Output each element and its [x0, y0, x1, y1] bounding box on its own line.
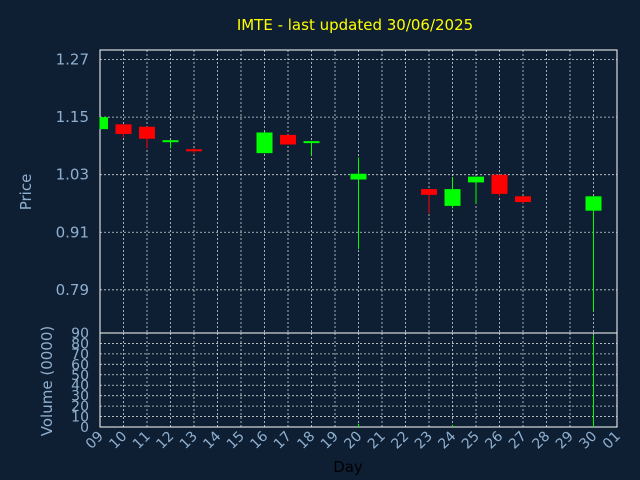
x-tick-label: 28 — [529, 429, 553, 453]
candle — [421, 189, 437, 214]
candle — [280, 134, 296, 145]
volume-plot-frame — [99, 332, 618, 428]
candle-body — [256, 132, 273, 154]
candle-body — [515, 196, 531, 203]
candle-body — [444, 189, 461, 206]
x-tick-label: 26 — [482, 428, 506, 452]
x-tick-label: 18 — [294, 429, 318, 453]
price-tick-label: 1.03 — [56, 166, 89, 184]
chart-title: IMTE - last updated 30/06/2025 — [237, 16, 473, 34]
price-tick-label: 0.91 — [56, 223, 89, 241]
volume-tick-label: 0 — [80, 420, 89, 436]
candle — [468, 176, 484, 204]
candle — [491, 174, 508, 197]
price-tick-label: 0.79 — [56, 281, 89, 299]
x-tick-label: 22 — [388, 429, 412, 453]
candle — [139, 126, 155, 149]
candle — [515, 196, 531, 204]
candle — [350, 157, 367, 250]
candle-body — [100, 117, 108, 130]
candle-body — [421, 189, 437, 195]
x-tick-labels: 09 10 11 12 13 14 15 16 17 18 19 20 21 22 23 24 25 26 27 28… — [83, 428, 624, 452]
x-tick-label: 29 — [553, 429, 577, 453]
x-tick-label: 14 — [200, 428, 224, 452]
x-tick-label: 23 — [412, 429, 436, 453]
x-tick-label: 01 — [600, 429, 624, 453]
x-tick-label: 19 — [318, 429, 342, 453]
x-tick-label: 21 — [365, 429, 389, 453]
candle — [115, 124, 132, 138]
price-tick-labels: 1.27 1.15 1.03 0.91 0.79 — [56, 51, 89, 299]
volume-tick-label: 10 — [71, 410, 89, 426]
price-tick-label: 1.27 — [56, 51, 89, 69]
volume-grid — [100, 333, 617, 427]
volume-tick-label: 60 — [71, 357, 89, 373]
price-tick-label: 1.15 — [56, 108, 89, 126]
volume-tick-label: 40 — [71, 378, 89, 394]
candle — [256, 131, 273, 154]
x-tick-label: 10 — [106, 429, 130, 453]
candle-body — [468, 176, 484, 183]
volume-tick-label: 90 — [71, 326, 89, 342]
candle-body — [115, 124, 132, 134]
volume-tick-label: 80 — [71, 336, 89, 352]
candle-body — [280, 134, 296, 145]
x-tick-label: 20 — [341, 429, 365, 453]
price-panel: 1.27 1.15 1.03 0.91 0.79 — [56, 49, 618, 334]
candle — [444, 177, 461, 209]
volume-tick-label: 30 — [71, 389, 89, 405]
x-tick-label: 30 — [576, 429, 600, 453]
candle — [186, 148, 202, 154]
volume-tick-label: 50 — [71, 368, 89, 384]
candle — [585, 196, 602, 312]
price-axis-label: Price — [17, 174, 35, 211]
x-axis-label: Day — [333, 458, 363, 476]
candle-body — [186, 149, 202, 152]
x-tick-label: 16 — [247, 428, 271, 452]
candle — [303, 141, 320, 156]
x-tick-label: 15 — [224, 429, 248, 453]
x-tick-label: 24 — [435, 428, 459, 452]
volume-tick-label: 70 — [71, 347, 89, 363]
candle-body — [162, 140, 179, 143]
candle-body — [491, 174, 508, 194]
volume-axis-label: Volume (0000) — [38, 326, 56, 436]
candle-body — [350, 173, 367, 180]
x-tick-label: 17 — [271, 429, 295, 453]
x-tick-label: 27 — [506, 429, 530, 453]
candle-body — [139, 126, 155, 139]
candle-body — [585, 196, 602, 211]
candle — [162, 140, 179, 149]
volume-bars — [358, 335, 594, 427]
x-tick-label: 25 — [459, 429, 483, 453]
volume-tick-label: 20 — [71, 399, 89, 415]
candle — [99, 117, 108, 130]
x-tick-label: 12 — [153, 429, 177, 453]
candle-body — [303, 141, 320, 144]
candles — [99, 117, 602, 312]
x-tick-label: 11 — [130, 429, 154, 453]
x-tick-label: 13 — [177, 429, 201, 453]
